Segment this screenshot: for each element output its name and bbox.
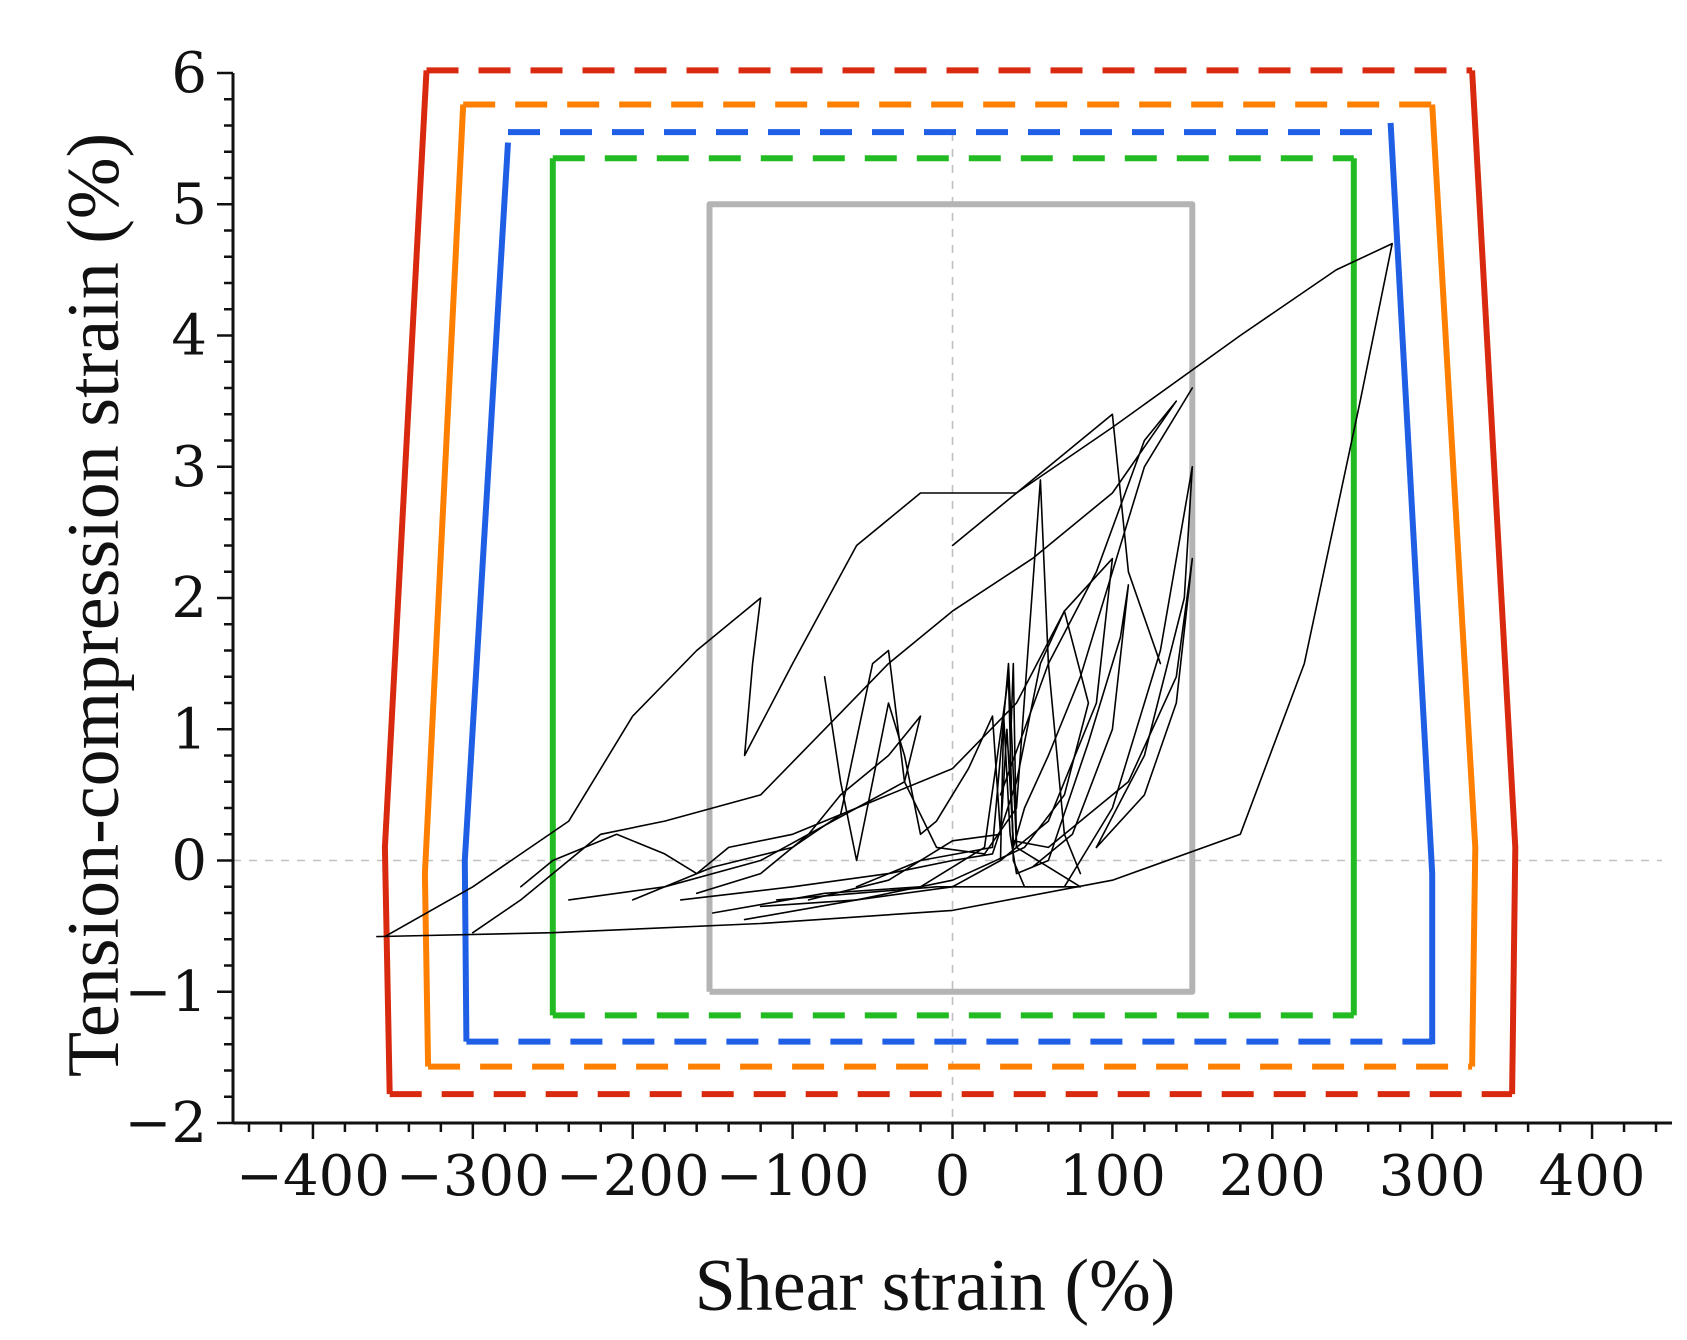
boundary-gray-solid-0 (706, 201, 1196, 995)
series-boundary-green (549, 155, 1357, 1019)
boundary-orange-solid-0 (421, 104, 467, 1067)
y-tick-label: 6 (171, 41, 207, 106)
hysteresis-response-solid-0 (376, 242, 1393, 938)
y-tick-label: 4 (171, 304, 207, 369)
boundary-orange-solid-1 (1429, 104, 1479, 1067)
y-tick-label: −1 (124, 960, 207, 1025)
series-boundary-gray (706, 201, 1196, 995)
y-tick-label: 3 (171, 435, 207, 500)
hysteresis-response-solid-1 (384, 413, 1162, 938)
x-tick-label: −400 (236, 1144, 390, 1209)
x-tick-label: −300 (396, 1144, 550, 1209)
chart-plot-area (376, 67, 1519, 1098)
y-tick-label: 2 (171, 566, 207, 631)
hysteresis-response-solid-8 (807, 557, 1194, 901)
y-tick-label: 1 (171, 697, 207, 762)
x-tick-label: 400 (1539, 1144, 1646, 1209)
x-tick-label: 200 (1219, 1144, 1326, 1209)
y-tick-label: −2 (124, 1091, 207, 1156)
hysteresis-response-solid-4 (631, 479, 1082, 901)
series-boundary-red (381, 67, 1519, 1098)
y-tick-label: 5 (171, 172, 207, 237)
x-tick-label: 300 (1379, 1144, 1486, 1209)
hysteresis-response-solid-11 (823, 675, 1002, 862)
hysteresis-response-solid-10 (519, 715, 922, 895)
boundary-red-solid-0 (381, 70, 430, 1095)
boundary-red-solid-1 (1469, 70, 1519, 1095)
y-axis-title: Tension-compression strain (%) (53, 133, 135, 1077)
series-boundary-blue (461, 122, 1436, 1045)
x-tick-label: −100 (716, 1144, 870, 1209)
x-axis-title: Shear strain (%) (695, 1245, 1176, 1327)
hysteresis-response-solid-9 (775, 662, 1082, 901)
reference-lines (233, 133, 1662, 1123)
hysteresis-response-solid-7 (679, 610, 1090, 908)
series-hysteresis-response (376, 242, 1393, 938)
series-boundary-orange (421, 101, 1479, 1070)
x-tick-label: 100 (1059, 1144, 1166, 1209)
axes: −400 −300 −200 −100 0 100 200 300 400 −2 −1 0 1 2 3 4 5 6 (124, 41, 1672, 1209)
boundary-blue-solid-1 (1387, 122, 1436, 1045)
hysteresis-response-solid-3 (567, 557, 1114, 901)
hysteresis-response-solid-6 (743, 584, 1130, 921)
hysteresis-response-solid-12 (1009, 387, 1194, 849)
y-tick-label: 0 (171, 829, 207, 894)
hysteresis-response-solid-2 (471, 400, 1178, 934)
boundary-blue-solid-0 (461, 142, 511, 1042)
x-tick-label: −200 (556, 1144, 710, 1209)
x-tick-label: 0 (935, 1144, 971, 1209)
